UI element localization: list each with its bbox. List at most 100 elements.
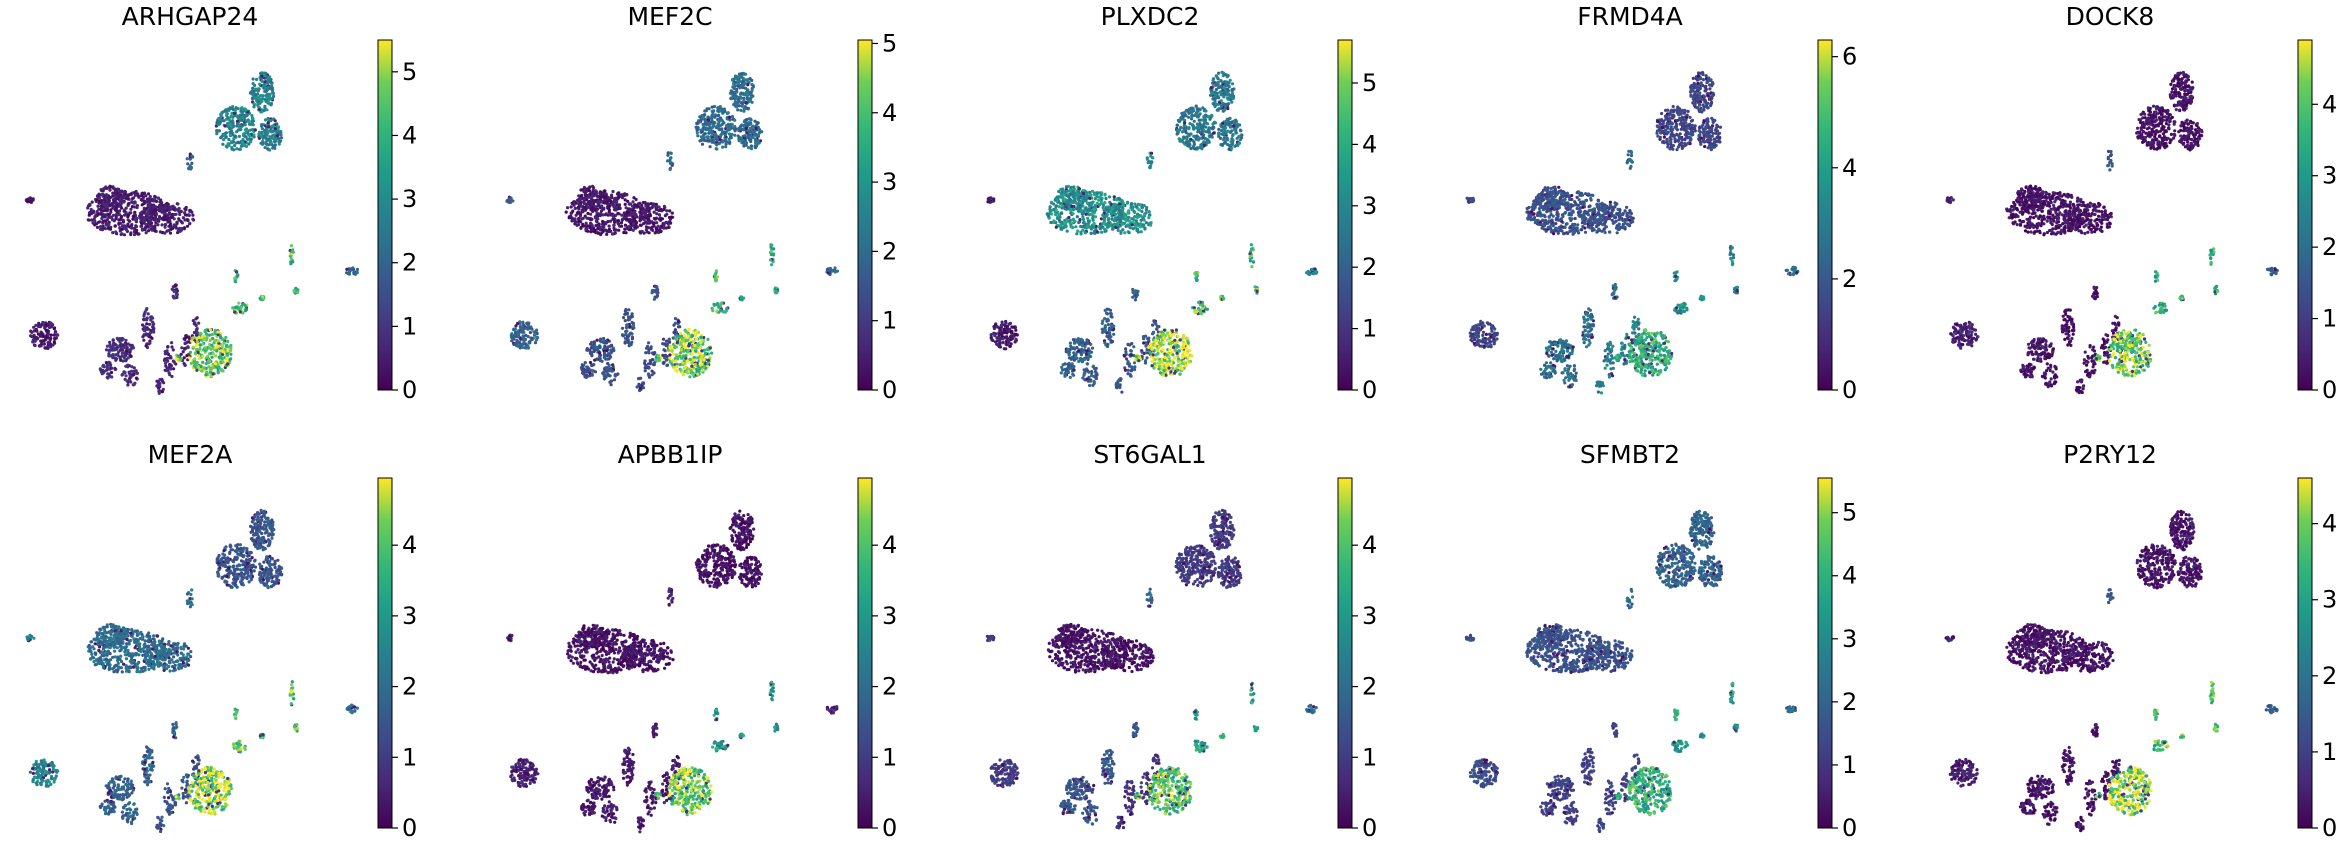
- cell-point: [176, 202, 179, 205]
- cell-point: [106, 363, 109, 366]
- cell-point: [187, 219, 190, 222]
- cell-point: [210, 344, 213, 347]
- cell-point: [146, 225, 149, 228]
- cell-point: [695, 126, 698, 129]
- cell-point: [238, 128, 241, 131]
- cell-point: [31, 199, 34, 202]
- cell-point: [220, 368, 223, 371]
- cell-point: [143, 325, 146, 328]
- colorbar-tick-label: 1: [402, 312, 417, 340]
- cell-point: [133, 383, 136, 386]
- cell-point: [124, 339, 127, 342]
- cell-point: [227, 125, 230, 128]
- cell-point: [250, 90, 253, 93]
- cell-point: [252, 133, 255, 136]
- cell-point: [219, 115, 222, 118]
- cell-point: [195, 369, 198, 372]
- cell-point: [702, 126, 705, 129]
- cell-point: [702, 135, 705, 138]
- cell-point: [207, 359, 210, 362]
- cell-point: [212, 372, 215, 375]
- cell-point: [175, 358, 178, 361]
- cell-point: [204, 373, 207, 376]
- cell-point: [720, 132, 723, 135]
- cell-point: [215, 130, 218, 133]
- cell-point: [106, 376, 109, 379]
- cell-point: [154, 216, 157, 219]
- cell-point: [184, 364, 187, 367]
- cell-point: [270, 130, 273, 133]
- cell-point: [724, 145, 727, 148]
- cell-point: [123, 356, 126, 359]
- cell-point: [733, 119, 736, 122]
- cell-point: [356, 268, 359, 271]
- cell-point: [164, 223, 167, 226]
- cell-point: [269, 139, 272, 142]
- cell-point: [47, 341, 50, 344]
- cell-point: [177, 355, 180, 358]
- cell-point: [125, 374, 128, 377]
- cell-point: [216, 122, 219, 125]
- cell-point: [277, 140, 280, 143]
- feature-panel-arhgap24: ARHGAP24012345: [25, 2, 418, 404]
- cell-point: [123, 233, 126, 236]
- cell-point: [119, 197, 122, 200]
- cell-point: [123, 343, 126, 346]
- cell-point: [40, 332, 43, 335]
- cell-point: [726, 112, 729, 115]
- cell-point: [715, 143, 718, 146]
- cell-point: [192, 336, 195, 339]
- cell-point: [169, 232, 172, 235]
- cell-point: [704, 122, 707, 125]
- cell-point: [230, 148, 233, 151]
- cell-point: [273, 133, 276, 136]
- cell-point: [160, 209, 163, 212]
- cell-point: [194, 362, 197, 365]
- cell-point: [728, 128, 731, 131]
- cell-point: [203, 338, 206, 341]
- cell-point: [712, 109, 715, 112]
- cell-point: [178, 213, 181, 216]
- cell-point: [135, 218, 138, 221]
- cell-point: [116, 353, 119, 356]
- cell-point: [48, 326, 51, 329]
- cell-point: [123, 210, 126, 213]
- cell-point: [267, 125, 270, 128]
- cell-point: [700, 139, 703, 142]
- cluster-left-small: [25, 196, 60, 350]
- cell-point: [238, 141, 241, 144]
- colorbar-tick-label: 2: [402, 249, 417, 277]
- cell-point: [160, 378, 163, 381]
- cluster-top-right: [215, 71, 283, 151]
- cell-point: [295, 289, 298, 292]
- cell-point: [261, 80, 264, 83]
- cell-point: [105, 195, 108, 198]
- cell-point: [147, 312, 150, 315]
- cell-point: [193, 321, 196, 324]
- cell-point: [255, 78, 258, 81]
- cell-point: [189, 351, 192, 354]
- cell-point: [111, 231, 114, 234]
- cell-point: [53, 327, 56, 330]
- cell-point: [706, 135, 709, 138]
- cell-point: [119, 202, 122, 205]
- cell-point: [274, 127, 277, 130]
- cell-point: [260, 94, 263, 97]
- cell-point: [107, 223, 110, 226]
- cell-point: [163, 212, 166, 215]
- cell-point: [267, 79, 270, 82]
- cell-point: [160, 201, 163, 204]
- cell-point: [254, 128, 257, 131]
- cell-point: [117, 222, 120, 225]
- cell-point: [171, 288, 174, 291]
- cell-point: [192, 346, 195, 349]
- cell-point: [204, 346, 207, 349]
- cell-point: [135, 369, 138, 372]
- cell-point: [150, 215, 153, 218]
- cell-point: [45, 329, 48, 332]
- cell-point: [214, 354, 217, 357]
- cell-point: [135, 377, 138, 380]
- cell-point: [225, 131, 228, 134]
- cell-point: [731, 115, 734, 118]
- cell-point: [102, 220, 105, 223]
